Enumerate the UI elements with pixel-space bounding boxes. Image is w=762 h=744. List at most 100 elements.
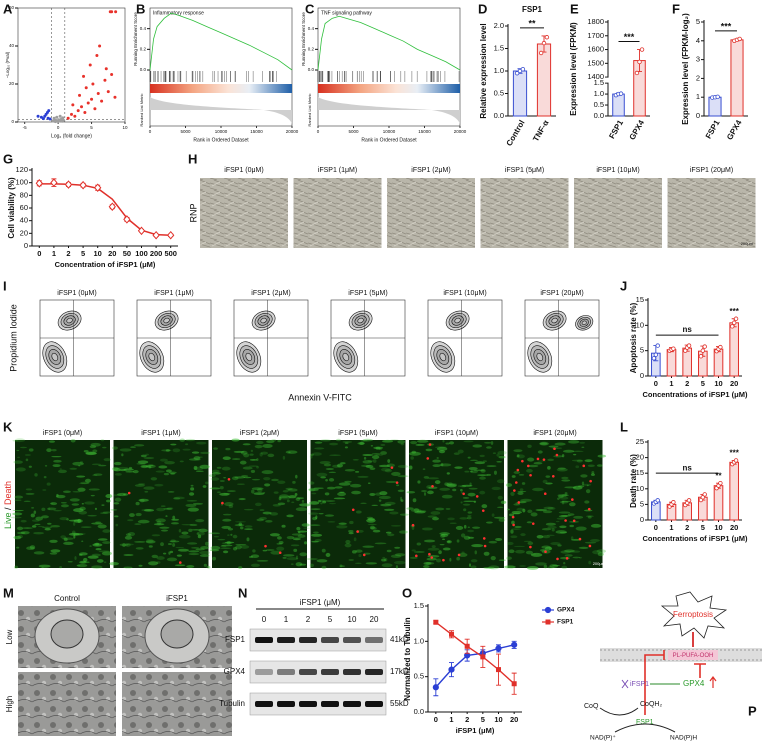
dead-cell <box>589 479 592 483</box>
point <box>41 117 45 121</box>
cell-signal <box>243 508 254 511</box>
y-axis-label: Apoptosis rate (%) <box>629 302 638 373</box>
cell-signal <box>43 475 47 479</box>
cell-signal <box>172 515 176 520</box>
cell-signal <box>432 459 441 463</box>
cell-signal <box>20 531 30 535</box>
cell-signal <box>435 507 445 511</box>
cell-signal <box>526 521 533 524</box>
cell-signal <box>557 494 569 497</box>
y-tick-label: 0 <box>11 119 14 124</box>
cell-signal <box>551 564 561 567</box>
cell-signal <box>496 461 503 463</box>
cell-signal <box>463 508 467 512</box>
cell-signal <box>457 449 464 454</box>
cell-signal <box>28 465 32 468</box>
cell-signal <box>344 442 349 445</box>
cell-signal <box>250 554 260 558</box>
dead-cell <box>390 466 394 469</box>
group-label: ns <box>682 463 692 472</box>
cell-signal <box>355 470 360 473</box>
cell-signal <box>53 509 62 512</box>
cell-signal <box>134 541 146 543</box>
cell-signal <box>308 512 319 515</box>
cell-signal <box>467 526 470 529</box>
cell-signal <box>141 465 151 468</box>
micrograph <box>200 178 288 248</box>
y-tick-label: 10 <box>636 484 644 493</box>
cell-signal <box>397 475 409 478</box>
cell-signal <box>241 475 249 478</box>
cell-signal <box>26 546 35 551</box>
cell-signal <box>181 531 189 535</box>
diagram-label: GPX4 <box>683 679 705 688</box>
bar <box>729 461 739 521</box>
cell-signal <box>263 492 266 494</box>
cell-signal <box>170 539 176 543</box>
cell-signal <box>138 498 149 502</box>
cell-signal <box>422 468 426 470</box>
cell-signal <box>224 541 235 544</box>
point <box>653 352 659 357</box>
cell-signal <box>33 531 44 535</box>
cell-signal <box>163 472 170 476</box>
x-tick-label: 5000 <box>180 129 191 134</box>
cell-signal <box>384 468 392 473</box>
x-tick-label: 2 <box>66 249 70 258</box>
cell-signal <box>373 446 384 450</box>
point <box>514 71 520 76</box>
cell-signal <box>427 555 440 558</box>
group-label: ns <box>682 325 692 334</box>
y-tick-label: 0.5 <box>494 88 504 97</box>
panel-letter: G <box>3 151 13 166</box>
cell-signal <box>16 531 26 535</box>
cell-signal <box>100 512 109 514</box>
cell-signal <box>173 497 181 500</box>
cell-signal <box>521 482 526 485</box>
cell-signal <box>559 525 567 529</box>
y-tick-label: 0 <box>24 241 28 250</box>
x-axis-label: Concentration of iFSP1 (μM) <box>55 260 156 269</box>
cell-signal <box>380 444 386 446</box>
y-axis-label: −Log₁₀ (Pval) <box>5 51 10 78</box>
cell-signal <box>445 482 458 487</box>
x-tick-label: 0 <box>654 379 658 388</box>
cell-signal <box>185 443 189 446</box>
cell-signal <box>311 492 317 495</box>
cell-signal <box>339 565 345 567</box>
cell-signal <box>209 487 221 490</box>
dead-cell <box>512 523 515 527</box>
cell-signal <box>483 551 490 556</box>
cell-signal <box>252 549 256 553</box>
x-axis-label: Annexin V-FITC <box>288 392 352 402</box>
cell-signal <box>507 541 514 546</box>
cell-signal <box>516 507 525 511</box>
cell-signal <box>249 458 258 461</box>
heat-bar <box>150 84 292 93</box>
blot-strip <box>249 628 387 652</box>
x-tick-label: 5 <box>701 379 705 388</box>
point <box>698 354 704 359</box>
cell-signal <box>17 456 20 459</box>
cell-signal <box>590 523 602 528</box>
bar <box>612 93 625 117</box>
cell-signal <box>471 544 484 548</box>
y-tick-label: 0.0 <box>594 111 604 120</box>
row-label: RNP <box>188 203 198 222</box>
cell-signal <box>308 481 315 485</box>
cell-signal <box>423 565 430 569</box>
cell-signal <box>434 446 447 449</box>
cell-signal <box>69 467 78 470</box>
plot-label: iFSP1 (10μM) <box>443 290 486 297</box>
cell-signal <box>440 463 444 467</box>
cell-signal <box>463 440 474 443</box>
cell-signal <box>292 538 301 541</box>
cell-signal <box>445 508 451 510</box>
cell-signal <box>362 438 373 442</box>
dead-cell <box>395 481 399 484</box>
cell-signal <box>112 446 118 450</box>
blot-band <box>299 701 317 707</box>
cell-signal <box>447 517 455 521</box>
point <box>35 179 43 188</box>
cell-signal <box>510 535 518 539</box>
